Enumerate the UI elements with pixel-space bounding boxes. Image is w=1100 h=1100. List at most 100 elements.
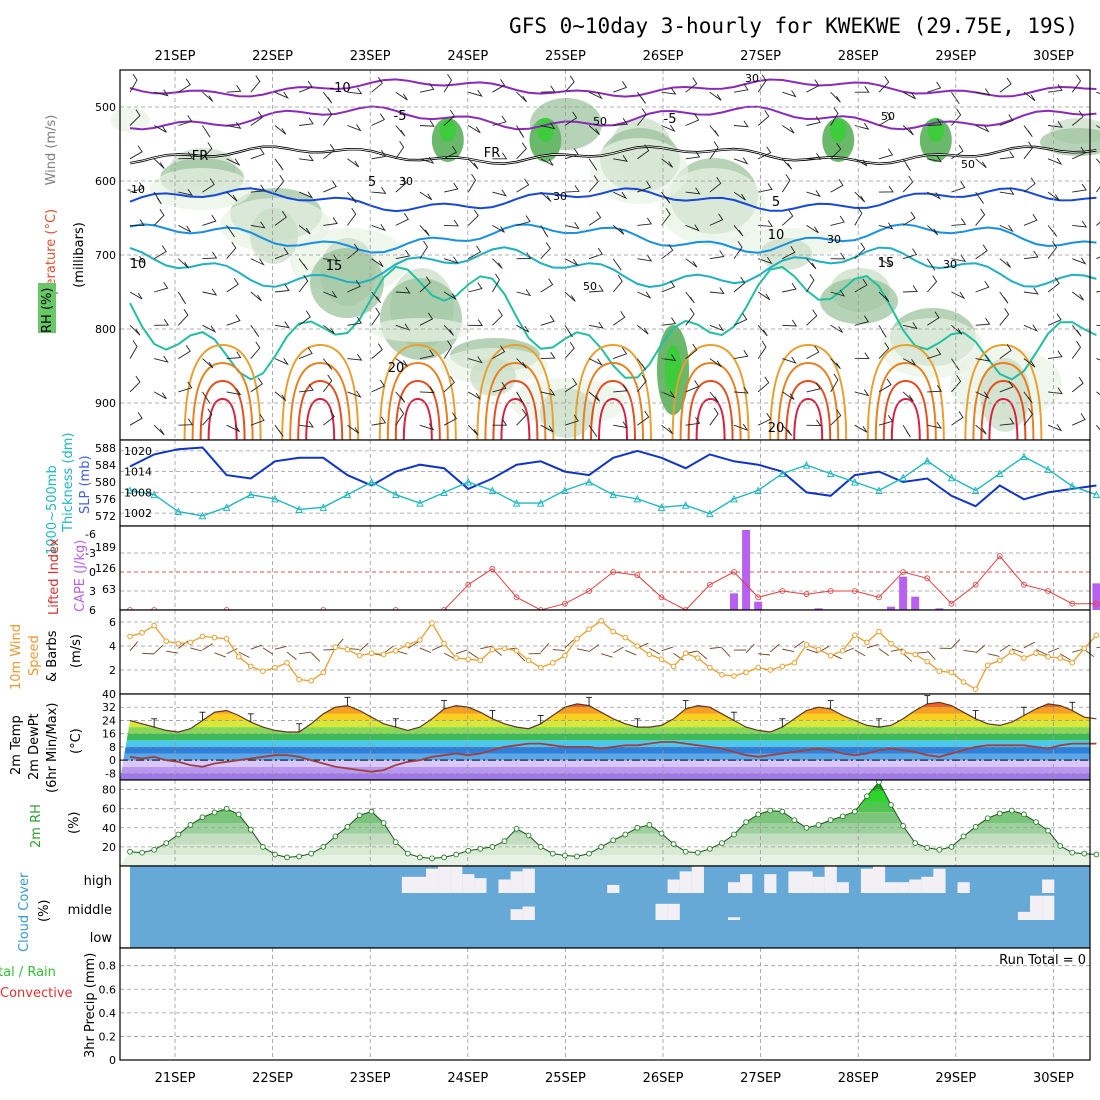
wind-barb bbox=[371, 307, 381, 326]
rh2m-point bbox=[646, 822, 653, 828]
cloud-bar-middle bbox=[655, 903, 668, 920]
wind-barb bbox=[130, 219, 145, 226]
thickness-point bbox=[440, 488, 448, 497]
date-label-top: 21SEP bbox=[155, 49, 196, 64]
thickness-point bbox=[126, 486, 134, 494]
wind-barb bbox=[1072, 220, 1088, 228]
wind-barb bbox=[685, 417, 701, 426]
date-labels-bottom: 21SEP 22SEP 23SEP 24SEP 25SEP 26SEP 27SEP 28SEP… bbox=[155, 1071, 1074, 1086]
label-10m-wind: 10m Wind bbox=[9, 624, 24, 690]
wind-barb bbox=[975, 354, 991, 362]
wind10-barb bbox=[782, 648, 795, 653]
rh2m-point bbox=[151, 846, 158, 853]
wind10-point bbox=[1069, 660, 1076, 666]
wind-barb bbox=[613, 191, 628, 200]
wind-barb bbox=[1047, 424, 1063, 432]
thickness-point bbox=[561, 486, 569, 494]
rh-contour-label: 30 bbox=[943, 258, 957, 271]
label-slp: SLP (mb) bbox=[78, 455, 93, 514]
svg-text:(millibars): (millibars) bbox=[72, 222, 87, 288]
wind-barb bbox=[902, 358, 916, 366]
date-label-bottom: 25SEP bbox=[545, 1071, 586, 1086]
wind-barb bbox=[733, 423, 749, 431]
rh2m-point bbox=[658, 830, 665, 837]
cloud-bars bbox=[401, 866, 1055, 920]
wind-barb bbox=[419, 191, 433, 201]
wind-barb bbox=[298, 80, 313, 93]
wind-barb bbox=[468, 282, 483, 293]
wind-barb bbox=[516, 252, 532, 260]
lifted-index-point bbox=[610, 569, 617, 575]
isotherm-warm-arch bbox=[785, 379, 832, 441]
isotherm-label: 15 bbox=[878, 256, 895, 271]
lifted-index-point bbox=[779, 588, 786, 594]
rh2m-point bbox=[996, 810, 1003, 817]
wind-barb bbox=[274, 158, 284, 171]
wind10-speed-line bbox=[127, 618, 1100, 693]
wind10-point bbox=[489, 646, 496, 653]
rh-contour-label: 30 bbox=[399, 175, 413, 188]
precip-ticks: 0 0.2 0.4 0.6 0.8 bbox=[99, 960, 117, 1067]
rh2m-point bbox=[404, 850, 411, 857]
li-tick-label: 6 bbox=[89, 604, 96, 617]
wind10-point bbox=[682, 650, 689, 657]
lifted-index-point bbox=[1045, 588, 1051, 594]
rh2m-point bbox=[731, 831, 737, 838]
wind-barb bbox=[564, 291, 576, 302]
wind-barb bbox=[685, 113, 700, 126]
wind-barb bbox=[202, 251, 218, 260]
wind-barb bbox=[564, 185, 580, 193]
wind-barb bbox=[468, 245, 482, 260]
wind-barb bbox=[178, 78, 191, 93]
wind10-tick-label: 2 bbox=[109, 664, 116, 677]
rh2m-point bbox=[936, 846, 943, 853]
wind-barb bbox=[733, 349, 749, 360]
wind-barb bbox=[902, 211, 916, 226]
wind-barb bbox=[516, 142, 527, 160]
wind-barb bbox=[709, 91, 722, 101]
wind-barb bbox=[395, 407, 405, 426]
wind-barb bbox=[323, 324, 335, 335]
wind10-point bbox=[392, 648, 399, 654]
wind-barb bbox=[395, 140, 405, 160]
rh-patch-humid bbox=[830, 118, 847, 142]
wind10-grid bbox=[120, 610, 1090, 694]
wind-barb bbox=[492, 258, 503, 269]
isotherm-warm-arch bbox=[484, 361, 547, 441]
wind-barb bbox=[806, 79, 820, 93]
cape-tick-label: 126 bbox=[95, 562, 116, 575]
wind-barb bbox=[636, 358, 646, 371]
wind10-point bbox=[501, 645, 508, 652]
wind-barb bbox=[1071, 341, 1082, 359]
wind-barb bbox=[999, 380, 1014, 393]
wind10-point bbox=[864, 639, 870, 646]
wind-barb bbox=[878, 148, 894, 160]
wind-barb bbox=[758, 220, 773, 227]
cloud-bar-high bbox=[764, 874, 777, 893]
wind-barb bbox=[637, 108, 647, 126]
wind-barb bbox=[661, 244, 674, 260]
rh2m-point bbox=[1057, 843, 1064, 849]
rh2m-point bbox=[779, 808, 786, 815]
wind-barb bbox=[661, 191, 671, 204]
wind-barb bbox=[419, 276, 431, 293]
wind10-point bbox=[767, 667, 774, 673]
rh-patch bbox=[760, 238, 812, 270]
temp-band bbox=[120, 733, 1090, 741]
wind-barb bbox=[299, 154, 314, 162]
rh2m-point bbox=[429, 855, 435, 862]
wind-barb bbox=[975, 317, 991, 326]
wind10-point bbox=[731, 673, 737, 679]
wind10-point bbox=[888, 640, 894, 647]
wind-barb bbox=[878, 112, 892, 126]
wind-barb bbox=[177, 291, 187, 305]
wind10-point bbox=[670, 663, 677, 670]
wind-barb bbox=[782, 90, 797, 98]
wind-barb bbox=[395, 358, 408, 367]
thickness-point bbox=[633, 494, 642, 503]
label-temp-unit: (°C) bbox=[69, 728, 84, 754]
thickness-point bbox=[198, 511, 207, 520]
wind-barb bbox=[733, 157, 749, 165]
wind-barb bbox=[806, 309, 818, 326]
lifted-index-point bbox=[634, 572, 641, 579]
